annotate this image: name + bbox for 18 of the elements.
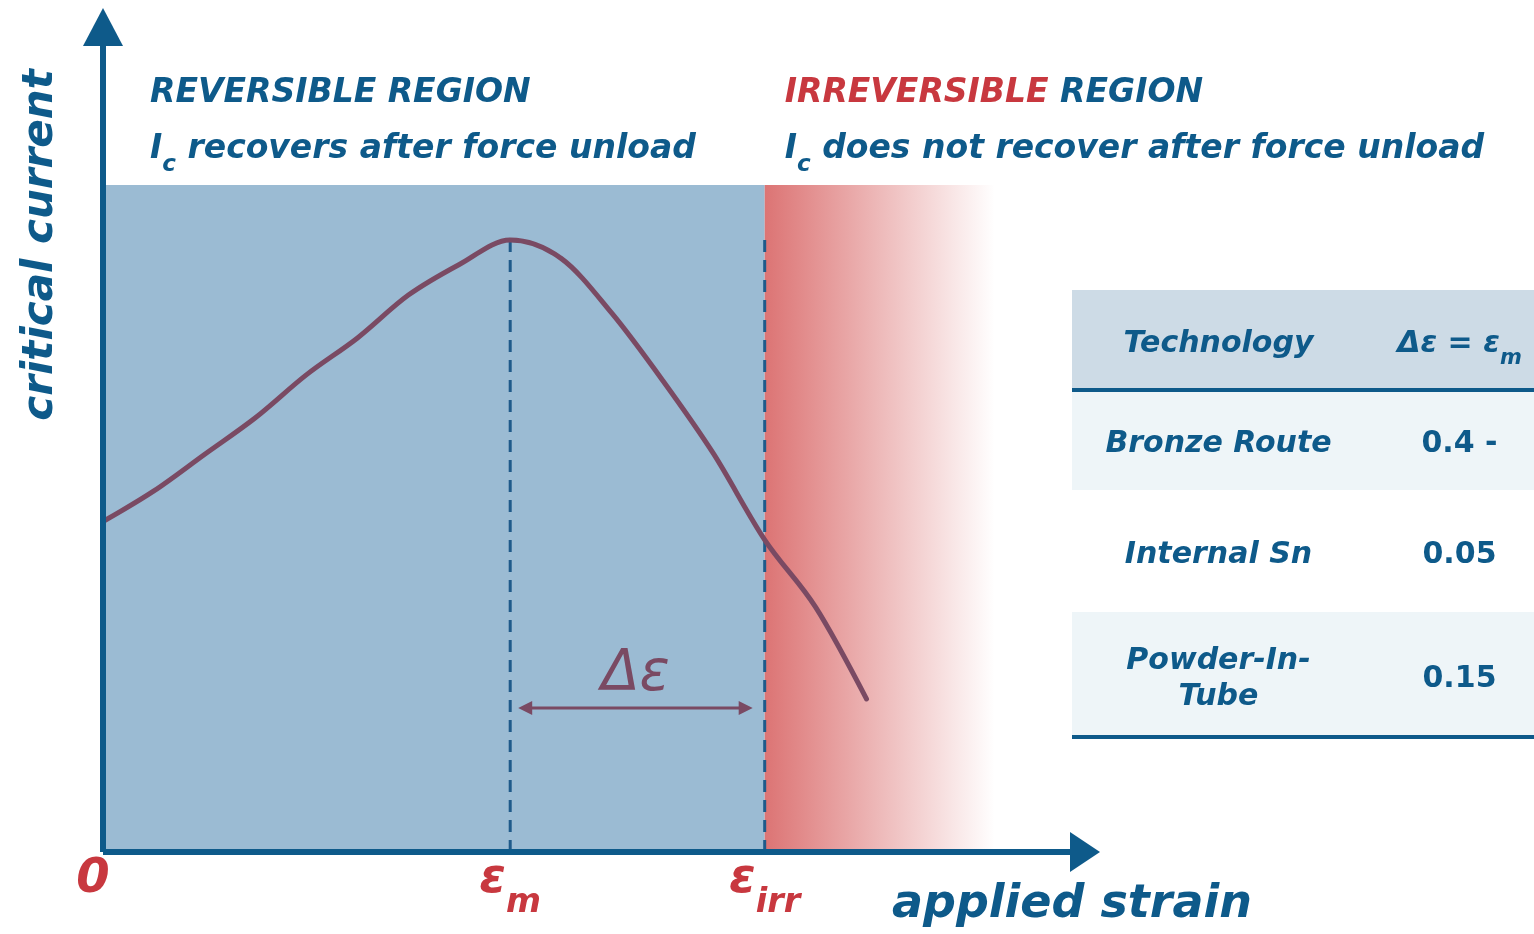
text: 0.05 bbox=[1422, 535, 1497, 570]
text: I$_{c}$ recovers after force unload bbox=[150, 127, 697, 176]
text: I$_{c}$ does not recover after force unload bbox=[784, 127, 1485, 176]
text: Powder-In-Tube bbox=[1126, 640, 1311, 712]
x-axis-title: applied strain bbox=[891, 874, 1253, 928]
text: 0.4 - bbox=[1421, 424, 1498, 459]
text: Bronze Route bbox=[1105, 424, 1332, 459]
annotation: Δε bbox=[597, 638, 670, 703]
text: Technology bbox=[1123, 324, 1315, 359]
x-tick-label: 0 bbox=[76, 847, 110, 903]
text: Internal Sn bbox=[1124, 535, 1313, 570]
text: IRREVERSIBLE REGION bbox=[784, 71, 1204, 110]
band-label: REVERSIBLE REGION bbox=[150, 71, 531, 110]
x-tick-label: ε$_{irr}$ bbox=[729, 847, 803, 920]
text: 0.15 bbox=[1422, 658, 1497, 694]
text: Δε = ε$_{m}$ bbox=[1395, 324, 1522, 369]
y-axis-title: critical current bbox=[13, 67, 62, 421]
x-tick-label: ε$_{m}$ bbox=[479, 847, 542, 920]
